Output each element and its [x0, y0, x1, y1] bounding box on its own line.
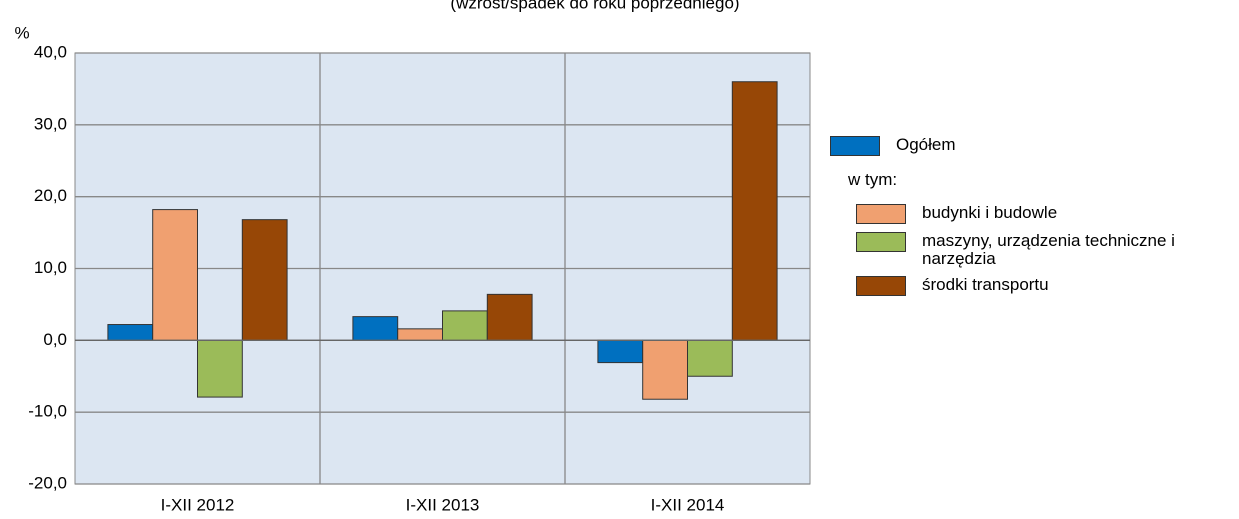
bar [597, 339, 644, 364]
bar [397, 328, 444, 341]
bar [241, 219, 288, 341]
legend-item: maszyny, urządzenia techniczne i narzędz… [856, 232, 1239, 268]
legend-note: w tym: [848, 170, 898, 189]
bar [197, 339, 243, 398]
chart-subtitle: (wzrost/spadek do roku poprzedniego) [450, 0, 739, 12]
x-tick-label: I-XII 2013 [406, 495, 480, 514]
bar [642, 339, 689, 400]
bar [486, 293, 533, 341]
legend-item: środki transportu [856, 276, 1239, 296]
legend-item: budynki i budowle [856, 204, 1239, 224]
bar [731, 81, 778, 341]
bar [152, 209, 198, 341]
y-tick-label: 20,0 [34, 186, 67, 205]
y-tick-label: 10,0 [34, 258, 67, 277]
bar [352, 316, 399, 341]
legend-swatch [856, 204, 906, 224]
legend-item: Ogółem [830, 136, 1239, 156]
legend-swatch [856, 232, 906, 252]
legend: Ogółem w tym: budynki i budowle maszyny, ur… [830, 136, 1239, 304]
legend-label: budynki i budowle [922, 203, 1058, 222]
bar [687, 339, 733, 377]
legend-swatch [830, 136, 880, 156]
y-axis-label: % [14, 23, 29, 42]
x-tick-label: I-XII 2012 [161, 495, 235, 514]
legend-label: środki transportu [922, 275, 1049, 294]
legend-swatch [856, 276, 906, 296]
y-tick-label: 40,0 [34, 42, 67, 61]
bar [442, 310, 488, 341]
bar [107, 324, 154, 341]
y-tick-label: -10,0 [28, 402, 67, 421]
x-tick-label: I-XII 2014 [651, 495, 725, 514]
y-tick-label: 30,0 [34, 114, 67, 133]
y-tick-label: 0,0 [43, 330, 67, 349]
y-tick-label: -20,0 [28, 473, 67, 492]
legend-label: Ogółem [896, 135, 956, 154]
legend-label: maszyny, urządzenia techniczne i narzędz… [922, 231, 1175, 268]
